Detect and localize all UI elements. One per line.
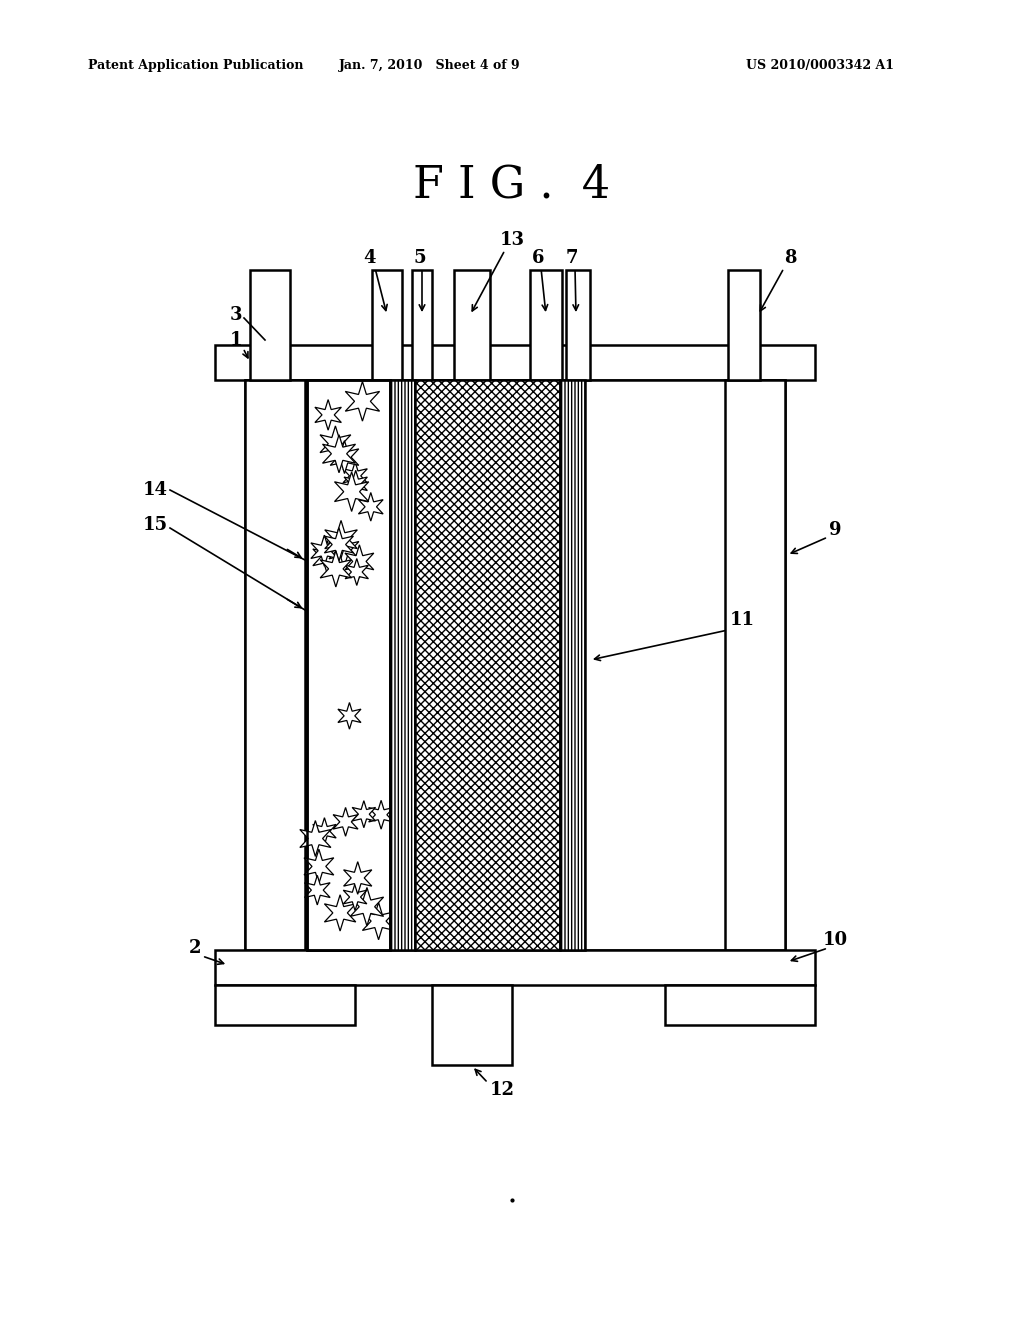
Bar (215, 985, 355, 1026)
Polygon shape (343, 883, 367, 911)
Text: Patent Application Publication: Patent Application Publication (88, 58, 303, 71)
Polygon shape (345, 545, 374, 578)
Text: 14: 14 (143, 480, 168, 499)
Text: 2: 2 (188, 939, 202, 957)
Polygon shape (344, 862, 372, 894)
Text: 8: 8 (783, 249, 797, 267)
Polygon shape (313, 541, 342, 574)
Polygon shape (312, 817, 336, 845)
Polygon shape (362, 903, 394, 940)
Bar (530, 271, 562, 380)
Text: F I G .  4: F I G . 4 (414, 164, 610, 207)
Polygon shape (315, 400, 341, 430)
Bar (215, 950, 815, 985)
Polygon shape (338, 702, 361, 729)
Bar (307, 380, 390, 950)
Bar (454, 271, 490, 380)
Polygon shape (345, 381, 380, 421)
Polygon shape (330, 441, 358, 474)
Polygon shape (304, 849, 334, 883)
Polygon shape (300, 821, 331, 857)
Polygon shape (369, 800, 393, 829)
Bar (728, 271, 760, 380)
Bar (665, 985, 815, 1026)
Text: 10: 10 (822, 931, 848, 949)
Text: Jan. 7, 2010   Sheet 4 of 9: Jan. 7, 2010 Sheet 4 of 9 (339, 58, 521, 71)
Polygon shape (345, 558, 369, 586)
Bar (432, 985, 512, 1065)
Polygon shape (329, 533, 358, 568)
Polygon shape (344, 470, 368, 498)
Polygon shape (321, 426, 351, 462)
Bar (307, 380, 390, 950)
Text: 6: 6 (531, 249, 544, 267)
Bar (245, 380, 785, 950)
Text: 11: 11 (730, 611, 755, 630)
Polygon shape (358, 492, 383, 521)
Text: US 2010/0003342 A1: US 2010/0003342 A1 (746, 58, 894, 71)
Bar (566, 271, 590, 380)
Polygon shape (352, 801, 376, 828)
Polygon shape (325, 528, 353, 561)
Bar (415, 380, 560, 950)
Bar (390, 380, 415, 950)
Text: 1: 1 (229, 331, 242, 348)
Polygon shape (311, 535, 338, 566)
Polygon shape (350, 887, 384, 927)
Text: 5: 5 (414, 249, 426, 267)
Bar (725, 380, 785, 950)
Text: 7: 7 (565, 249, 579, 267)
Bar (245, 380, 305, 950)
Text: 9: 9 (828, 521, 842, 539)
Text: 12: 12 (490, 1081, 515, 1100)
Polygon shape (325, 520, 357, 558)
Bar (372, 271, 402, 380)
Polygon shape (304, 875, 330, 906)
Polygon shape (323, 434, 355, 473)
Polygon shape (335, 471, 369, 511)
Text: 3: 3 (229, 306, 242, 323)
Polygon shape (321, 550, 351, 587)
Bar (215, 345, 815, 380)
Polygon shape (343, 462, 368, 490)
Polygon shape (325, 895, 355, 931)
Text: 4: 4 (364, 249, 376, 267)
Bar (412, 271, 432, 380)
Bar (560, 380, 585, 950)
Text: 13: 13 (500, 231, 524, 249)
Bar (250, 271, 290, 380)
Polygon shape (333, 808, 358, 837)
Text: 15: 15 (143, 516, 168, 535)
